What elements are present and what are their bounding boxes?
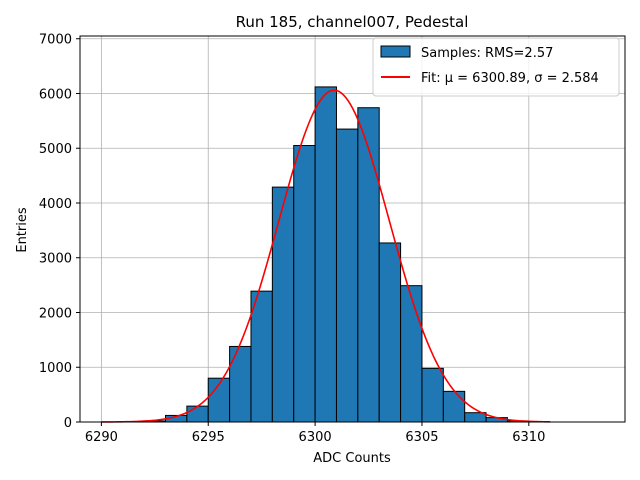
- x-tick-label: 6305: [405, 430, 438, 445]
- histogram-bar: [271, 186, 295, 423]
- y-tick-label: 4000: [39, 197, 72, 212]
- legend-box: [372, 37, 620, 97]
- histogram-bar: [400, 285, 423, 423]
- histogram-bar: [464, 412, 487, 423]
- histogram-bar: [250, 290, 273, 423]
- y-axis-label: Entries: [15, 207, 30, 253]
- y-tick-label: 6000: [39, 87, 72, 102]
- histogram-bar: [421, 367, 444, 423]
- legend-swatch-histogram: [380, 45, 411, 58]
- histogram-bar: [293, 145, 316, 423]
- x-axis-ticks: 6290 6295 6300 6305 6310: [85, 422, 545, 445]
- histogram-bar: [442, 390, 466, 423]
- y-tick-label: 5000: [39, 142, 72, 157]
- y-axis-ticks: 0 1000 2000 3000 4000 5000 6000 7000: [39, 33, 80, 431]
- legend: Samples: RMS=2.57 Fit: μ = 6300.89, σ = …: [372, 37, 620, 97]
- y-tick-label: 7000: [39, 33, 72, 48]
- histogram-bar: [378, 242, 402, 423]
- x-tick-label: 6310: [512, 430, 545, 445]
- x-tick-label: 6295: [192, 430, 225, 445]
- histogram-bars: [143, 86, 530, 423]
- histogram-bar: [335, 128, 359, 423]
- y-tick-label: 3000: [39, 252, 72, 267]
- y-tick-label: 1000: [39, 361, 72, 376]
- fit-curve: [101, 89, 551, 423]
- x-tick-label: 6290: [85, 430, 118, 445]
- y-tick-label: 2000: [39, 306, 72, 321]
- legend-label-fit: Fit: μ = 6300.89, σ = 2.584: [421, 71, 599, 86]
- chart-title: Run 185, channel007, Pedestal: [236, 13, 469, 31]
- histogram-bar: [357, 107, 380, 423]
- histogram-bar: [229, 345, 252, 423]
- x-axis-label: ADC Counts: [313, 451, 391, 466]
- plot-frame: [79, 35, 626, 423]
- legend-label-histogram: Samples: RMS=2.57: [421, 46, 553, 61]
- histogram-bar: [186, 405, 209, 423]
- fit-curve-group: [101, 89, 551, 423]
- y-tick-label: 0: [64, 416, 72, 431]
- x-tick-label: 6300: [299, 430, 332, 445]
- histogram-bar: [314, 86, 337, 423]
